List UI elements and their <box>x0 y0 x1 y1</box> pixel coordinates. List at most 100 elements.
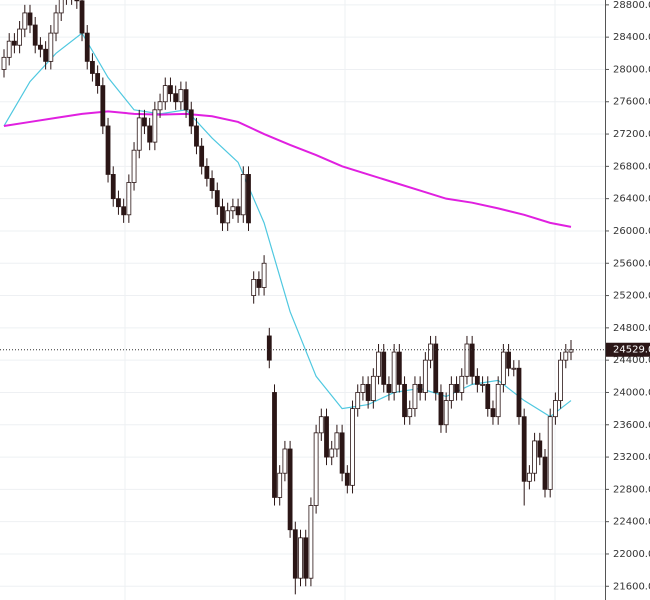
candle-body <box>110 174 116 200</box>
candle-body <box>365 383 371 401</box>
candle-body <box>417 383 423 393</box>
last-price-box <box>606 342 650 357</box>
candle-body <box>313 432 319 506</box>
candle-body <box>1 56 7 70</box>
candle-body <box>547 416 553 490</box>
candle-body <box>355 392 361 410</box>
candle-body <box>464 343 470 377</box>
candle-body <box>370 375 376 401</box>
candle-body <box>240 174 246 216</box>
candle-body <box>292 529 298 579</box>
candle-body <box>105 125 111 175</box>
candle-body <box>32 24 38 46</box>
moving-average <box>3 32 572 418</box>
candle-body <box>391 351 397 393</box>
candle-body <box>194 125 199 147</box>
candle-body <box>43 48 49 62</box>
candle-body <box>511 367 517 370</box>
candle-body <box>459 375 465 393</box>
candle-body <box>74 0 80 2</box>
candle-body <box>334 432 340 450</box>
candle-body <box>251 279 257 296</box>
candle-body <box>485 383 491 410</box>
candle-body <box>168 85 173 95</box>
candle-body <box>360 383 366 393</box>
candle-body <box>48 32 54 62</box>
candle-body <box>298 537 303 579</box>
candle-body <box>116 198 121 208</box>
candle-body <box>121 206 127 216</box>
y-tick-label: 23600.0 <box>613 420 650 431</box>
candle-body <box>480 383 485 386</box>
candle-body <box>376 351 381 377</box>
candle-body <box>506 351 511 369</box>
candle-body <box>209 178 215 191</box>
candle-body <box>22 12 28 30</box>
candle-body <box>282 448 288 474</box>
candle-body <box>256 279 262 288</box>
candle-body <box>563 351 569 361</box>
candle-body <box>407 408 413 418</box>
candle-body <box>152 109 158 143</box>
y-tick-label: 22400.0 <box>613 517 650 528</box>
y-tick-label: 25600.0 <box>613 258 650 269</box>
candle-body <box>381 351 387 385</box>
candle-body <box>266 335 272 361</box>
candle-body <box>12 40 17 46</box>
y-tick-label: 27200.0 <box>613 129 650 140</box>
candle-body <box>27 12 33 26</box>
candle-body <box>58 0 64 14</box>
candle-body <box>448 383 454 401</box>
candle-body <box>272 392 277 498</box>
y-tick-label: 23200.0 <box>613 452 650 463</box>
candle-body <box>214 190 220 208</box>
y-tick-label: 28800.0 <box>613 0 650 11</box>
candle-body <box>329 448 335 458</box>
candle-body <box>386 383 392 393</box>
candle-body <box>235 206 241 216</box>
candle-body <box>230 206 236 212</box>
candle-body <box>474 375 480 385</box>
candle-body <box>542 456 548 490</box>
y-tick-label: 28400.0 <box>613 32 650 43</box>
candle-body <box>490 408 496 418</box>
candle-body <box>552 400 558 418</box>
y-tick-label: 24400.0 <box>613 355 650 366</box>
y-tick-label: 22800.0 <box>613 484 650 495</box>
candle-body <box>402 383 407 418</box>
candle-body <box>443 400 449 426</box>
candle-body <box>412 383 418 410</box>
last-price-label: 24529.0 <box>613 345 650 356</box>
candle-body <box>516 367 522 418</box>
moving-average <box>3 110 572 228</box>
candle-body <box>131 149 137 183</box>
y-tick-label: 28000.0 <box>613 64 650 75</box>
candle-body <box>433 343 439 393</box>
candle-body <box>558 359 563 401</box>
candle-body <box>204 165 210 179</box>
candle-body <box>350 408 355 486</box>
candle-body <box>500 351 506 385</box>
candle-body <box>173 93 179 103</box>
candle-body <box>157 101 163 111</box>
y-tick-label: 26400.0 <box>613 194 650 205</box>
y-tick-label: 25200.0 <box>613 291 650 302</box>
candle-body <box>183 89 189 111</box>
candle-body <box>79 0 85 34</box>
candle-body <box>308 505 314 579</box>
candle-body <box>396 351 402 385</box>
candle-body <box>126 182 132 216</box>
y-tick-label: 22000.0 <box>613 549 650 560</box>
candle-body <box>84 32 90 62</box>
candle-body <box>147 125 153 143</box>
candle-body <box>38 44 43 50</box>
candle-body <box>428 343 433 361</box>
candle-body <box>220 206 225 224</box>
candle-body <box>178 89 184 103</box>
candle-body <box>6 40 12 58</box>
candle-body <box>469 343 475 377</box>
candle-body <box>532 440 537 474</box>
y-tick-label: 24000.0 <box>613 387 650 398</box>
candle-body <box>17 28 23 46</box>
